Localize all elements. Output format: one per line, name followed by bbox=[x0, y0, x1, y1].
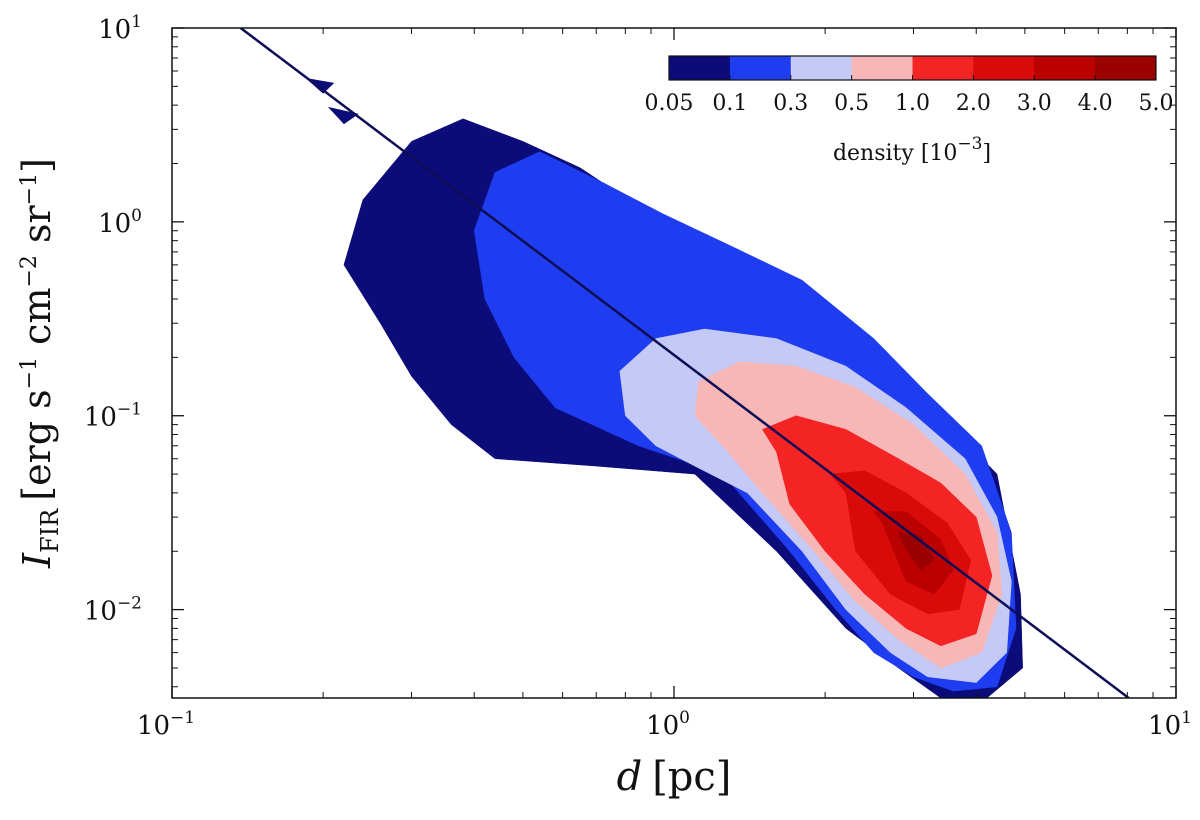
colorbar-tick-label: 4.0 bbox=[1078, 91, 1113, 116]
x-axis-label-symbol: d bbox=[617, 754, 643, 800]
colorbar-label-text: density [10 bbox=[833, 141, 957, 166]
y-axis-label-exp3: −1 bbox=[17, 173, 42, 205]
colorbar-tick-label: 0.3 bbox=[773, 91, 808, 116]
contour-region-4_0-0 bbox=[898, 532, 935, 571]
x-axis-label: d [pc] bbox=[617, 754, 732, 800]
y-axis-label-symbol: I bbox=[15, 552, 59, 569]
x-tick-label: 10−1 bbox=[137, 708, 195, 741]
y-axis-ticks: 10−2 10−1 100 101 bbox=[84, 12, 1176, 688]
colorbar-tick-label: 2.0 bbox=[956, 91, 991, 116]
colorbar-swatch-4 bbox=[912, 56, 974, 80]
y-axis-label-subscript: FIR bbox=[36, 508, 64, 553]
power-law-fit-line bbox=[239, 28, 1130, 698]
y-axis-label-exp1: −1 bbox=[17, 357, 42, 389]
y-axis-label: IFIR[erg s−1 cm−2 sr−1] bbox=[15, 158, 64, 569]
contour-region-0_05-2 bbox=[327, 106, 359, 125]
y-tick-label: 100 bbox=[98, 206, 142, 239]
density-contours bbox=[305, 77, 1023, 698]
y-axis-label-exp2: −2 bbox=[17, 255, 42, 287]
colorbar-tick-label: 0.05 bbox=[645, 91, 694, 116]
x-tick-label: 100 bbox=[646, 708, 690, 741]
y-axis-label-unit-close: ] bbox=[15, 158, 59, 173]
y-axis-label-unit-mid: cm bbox=[15, 288, 59, 357]
colorbar-label-exp: −3 bbox=[957, 134, 982, 154]
contour-region-0_05-4 bbox=[395, 348, 427, 372]
y-axis-label-unit-open: [erg s bbox=[15, 389, 59, 500]
colorbar-tick-label: 1.0 bbox=[895, 91, 930, 116]
y-tick-label: 10−1 bbox=[84, 400, 142, 433]
colorbar: 0.05 0.1 0.3 0.5 1.0 2.0 3.0 4.0 5.0 density [10… bbox=[645, 55, 1174, 166]
colorbar-swatch-1 bbox=[729, 56, 792, 80]
x-tick-label: 101 bbox=[1148, 708, 1192, 741]
x-axis-ticks: 10−1 100 101 bbox=[137, 28, 1192, 741]
colorbar-swatch-0 bbox=[669, 56, 731, 80]
colorbar-label: density [10−3] bbox=[833, 134, 991, 166]
colorbar-label-close: ] bbox=[982, 141, 991, 166]
y-axis-label-group: IFIR[erg s−1 cm−2 sr−1] bbox=[15, 158, 64, 569]
colorbar-swatch-3 bbox=[851, 56, 913, 80]
colorbar-swatch-7 bbox=[1095, 56, 1157, 80]
colorbar-swatch-2 bbox=[790, 56, 853, 80]
colorbar-swatches bbox=[669, 56, 1157, 80]
colorbar-tick-label: 0.5 bbox=[834, 91, 869, 116]
colorbar-tick-label: 0.1 bbox=[712, 91, 747, 116]
x-axis-label-unit: [pc] bbox=[652, 754, 731, 800]
colorbar-swatch-6 bbox=[1034, 56, 1096, 80]
colorbar-swatch-5 bbox=[973, 56, 1035, 80]
y-tick-label: 101 bbox=[98, 12, 142, 45]
colorbar-tick-label: 5.0 bbox=[1139, 91, 1174, 116]
colorbar-tick-label: 3.0 bbox=[1017, 91, 1052, 116]
y-axis-label-unit-mid2: sr bbox=[15, 204, 59, 255]
colorbar-tick-labels: 0.05 0.1 0.3 0.5 1.0 2.0 3.0 4.0 5.0 bbox=[645, 75, 1174, 116]
y-tick-label: 10−2 bbox=[84, 594, 142, 627]
